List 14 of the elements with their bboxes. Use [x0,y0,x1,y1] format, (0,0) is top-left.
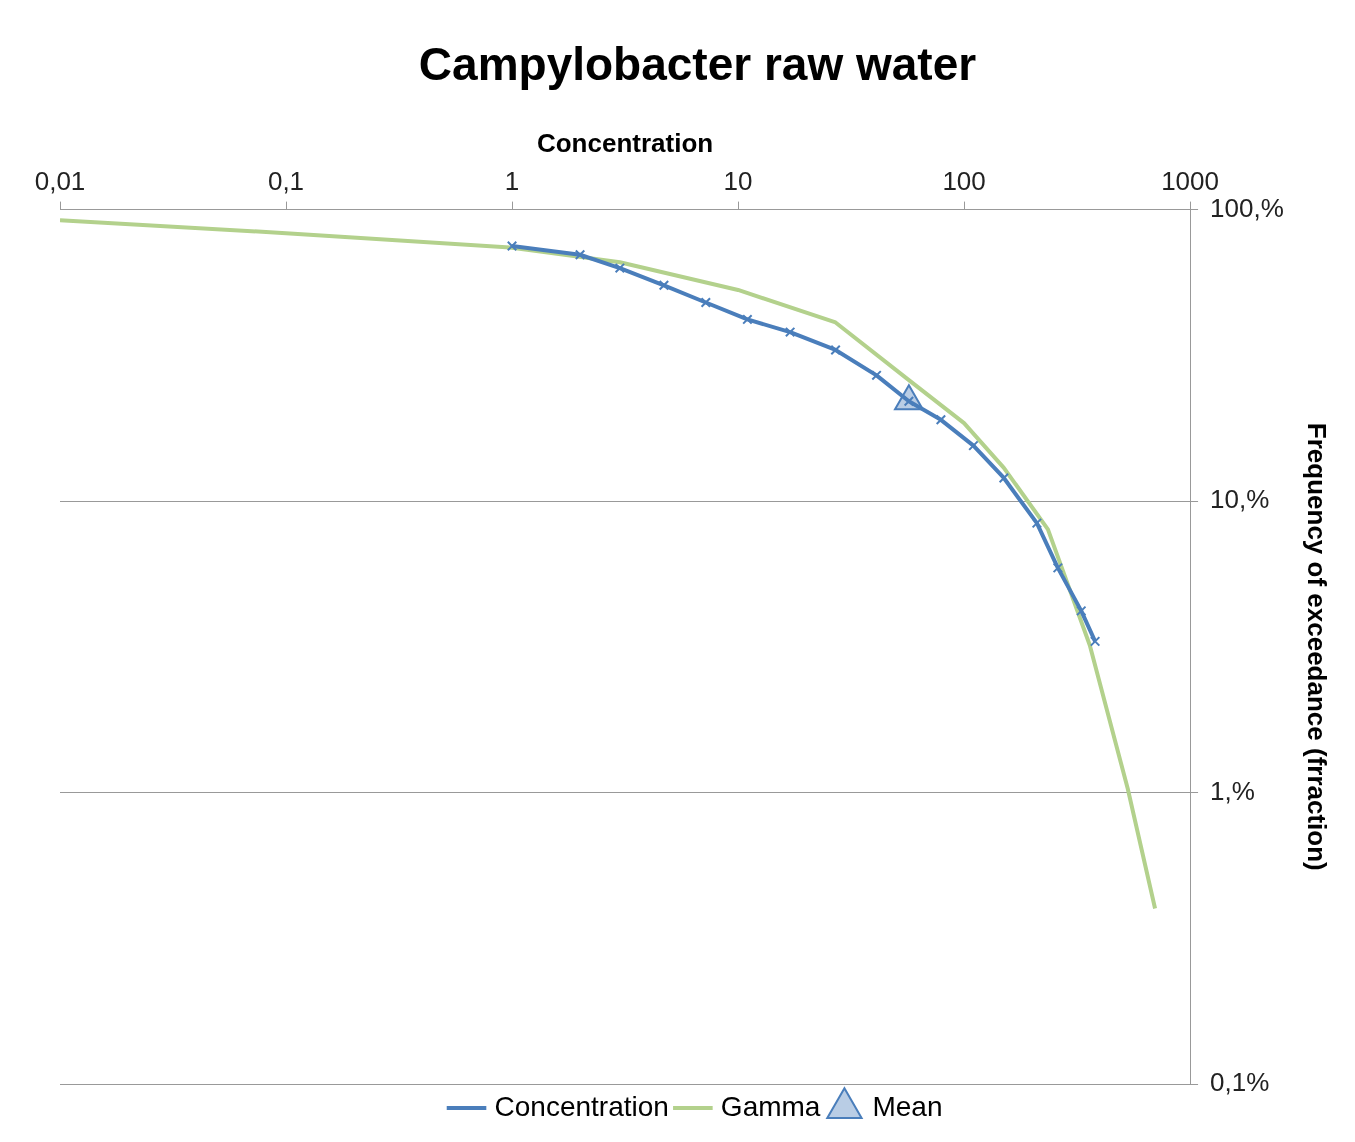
x-tick-label: 0,01 [34,166,86,197]
y-tick-label: 0,1% [1210,1067,1270,1098]
legend-label: Concentration [494,1090,669,1122]
x-tick-label: 1 [504,166,520,197]
chart-title: Campylobacter raw water [418,38,977,91]
legend-label: Gamma [720,1090,821,1122]
y-tick-label: 1,% [1210,775,1255,806]
y-axis-title: Frequency of exceedance (frraction) [1302,422,1333,871]
x-tick-label: 100 [942,166,986,197]
y-tick-label: 10,% [1210,484,1270,515]
x-axis-title: Concentration [536,127,714,158]
x-tick-label: 10 [723,166,753,197]
legend-label: Mean [872,1090,943,1122]
x-tick-label: 0,1 [267,166,305,197]
